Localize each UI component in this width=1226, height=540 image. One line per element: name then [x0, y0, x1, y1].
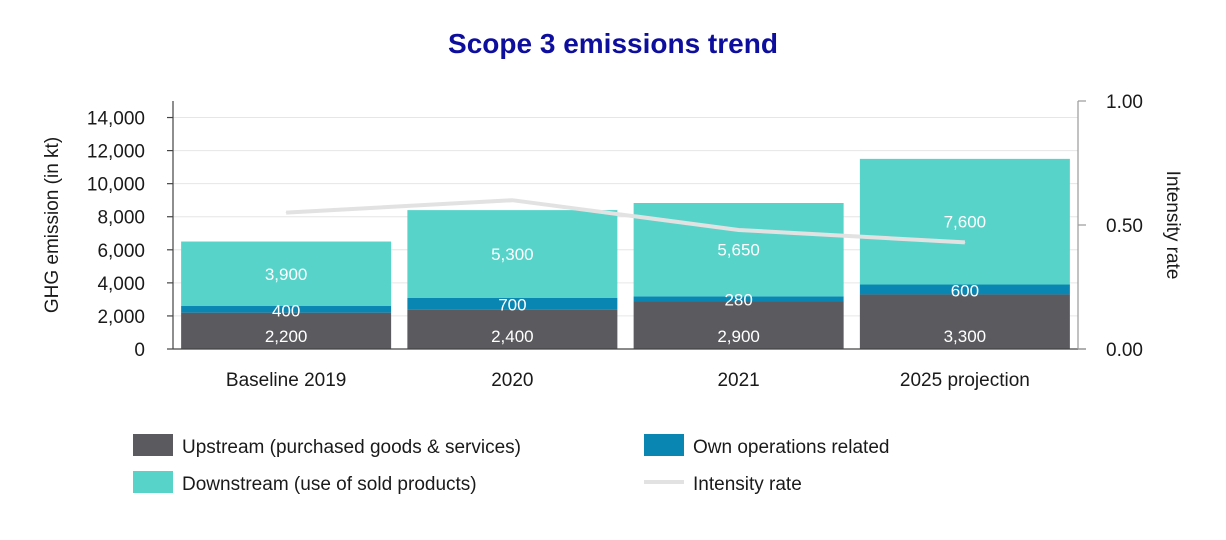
y2-axis-title: Intensity rate — [1162, 171, 1183, 280]
data-label: 5,300 — [491, 245, 534, 264]
data-labels: 2,200 400 3,900 2,400 700 5,300 2,900 280 5,650 3… — [265, 213, 986, 346]
intensity-point — [738, 229, 740, 231]
data-label: 600 — [951, 281, 979, 300]
x-tick-label: 2021 — [717, 370, 759, 391]
y-tick-label: 4,000 — [97, 274, 145, 295]
data-label: 7,600 — [944, 213, 987, 232]
y2-tick-label: 1.00 — [1106, 92, 1143, 113]
data-label: 3,300 — [944, 327, 987, 346]
bar-segment — [181, 312, 392, 349]
bar-segment — [407, 297, 618, 310]
legend-swatch — [644, 434, 684, 456]
bar-segment — [181, 241, 392, 307]
data-label: 2,400 — [491, 327, 534, 346]
axes: 0 2,000 4,000 6,000 8,000 10,000 12,000 14,000 0… — [87, 92, 1143, 391]
bar-segment — [859, 284, 1070, 295]
bar-segment — [633, 203, 844, 297]
legend: Upstream (purchased goods & services) Own… — [133, 434, 889, 495]
intensity-line — [285, 198, 966, 245]
data-label: 400 — [272, 301, 300, 320]
data-label: 280 — [724, 291, 752, 310]
intensity-point — [511, 199, 513, 201]
x-tick-label: 2025 projection — [900, 370, 1030, 391]
legend-label: Downstream (use of sold products) — [182, 474, 477, 495]
chart-title: Scope 3 emissions trend — [448, 28, 778, 59]
bar-segment — [859, 158, 1070, 285]
legend-label: Upstream (purchased goods & services) — [182, 437, 521, 458]
y-tick-label: 2,000 — [97, 307, 145, 328]
data-label: 5,650 — [717, 241, 760, 260]
intensity-point — [964, 241, 966, 243]
y-axis-title: GHG emission (in kt) — [42, 137, 63, 313]
bar-segment — [859, 294, 1070, 349]
y-tick-label: 12,000 — [87, 142, 145, 163]
intensity-point — [285, 212, 287, 214]
y-tick-label: 0 — [134, 340, 145, 361]
bar-segment — [407, 210, 618, 298]
data-label: 3,900 — [265, 265, 308, 284]
intensity-rate-line — [286, 198, 965, 245]
x-tick-label: Baseline 2019 — [226, 370, 346, 391]
data-label: 2,200 — [265, 327, 308, 346]
legend-swatch — [133, 471, 173, 493]
legend-swatch — [133, 434, 173, 456]
data-label: 2,900 — [717, 327, 760, 346]
y-tick-label: 14,000 — [87, 109, 145, 130]
bar-segment — [633, 296, 844, 302]
y-tick-label: 8,000 — [97, 208, 145, 229]
bar-segment — [633, 301, 844, 349]
y2-tick-label: 0.50 — [1106, 216, 1143, 237]
y-tick-label: 6,000 — [97, 241, 145, 262]
bars — [181, 158, 1070, 349]
bar-segment — [407, 309, 618, 349]
legend-label: Own operations related — [693, 437, 889, 458]
legend-label: Intensity rate — [693, 474, 802, 495]
x-tick-label: 2020 — [491, 370, 533, 391]
y2-tick-label: 0.00 — [1106, 340, 1143, 361]
y-tick-label: 10,000 — [87, 175, 145, 196]
data-label: 700 — [498, 296, 526, 315]
bar-segment — [181, 306, 392, 313]
